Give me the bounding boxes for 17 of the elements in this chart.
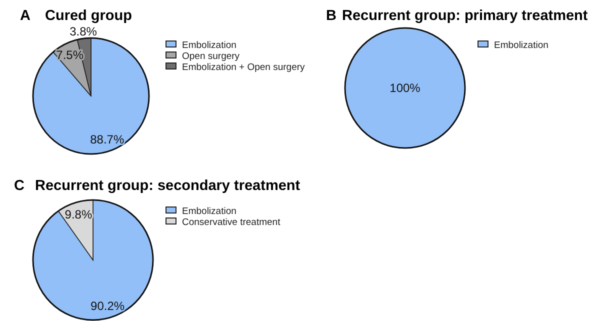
text: C xyxy=(14,178,25,194)
data-label: 9.8% xyxy=(64,207,92,222)
legend-label: Open surgery xyxy=(182,50,240,62)
data-label: 3.8% xyxy=(70,24,98,39)
legend-label: Embolization + Open surgery xyxy=(182,62,306,73)
text: A xyxy=(20,8,31,24)
legend-label: Embolization xyxy=(494,40,548,51)
legend-label: Conservative treatment xyxy=(182,216,281,228)
data-label: 88.7% xyxy=(90,132,124,147)
chart-title: Cured group xyxy=(45,8,132,24)
chart-title: Recurrent group: primary treatment xyxy=(342,8,588,24)
legend-label: Embolization xyxy=(182,40,236,51)
legend-label: Embolization xyxy=(182,206,236,217)
data-label: 100% xyxy=(390,81,421,96)
chart-title: Recurrent group: secondary treatment xyxy=(35,178,300,194)
data-label: 90.2% xyxy=(90,298,125,313)
text: B xyxy=(326,8,336,24)
